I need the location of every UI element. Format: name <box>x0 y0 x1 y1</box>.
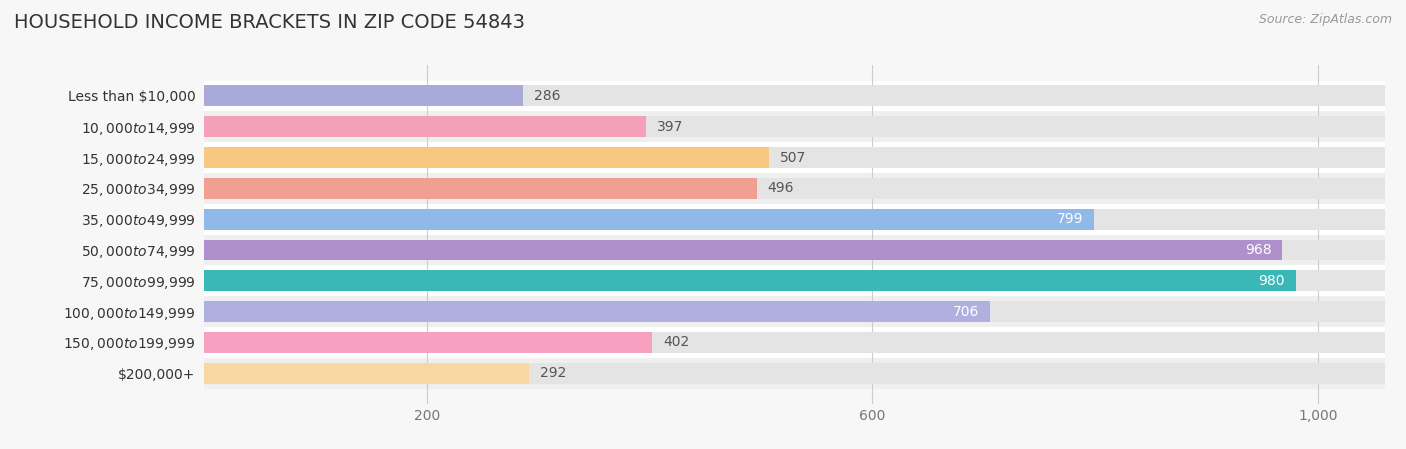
Bar <box>204 147 1385 168</box>
Bar <box>204 239 1282 260</box>
Text: HOUSEHOLD INCOME BRACKETS IN ZIP CODE 54843: HOUSEHOLD INCOME BRACKETS IN ZIP CODE 54… <box>14 13 524 32</box>
Text: 980: 980 <box>1258 274 1285 288</box>
Bar <box>204 265 1385 296</box>
Bar <box>204 363 1385 384</box>
Bar <box>204 85 1385 106</box>
Bar <box>204 327 1385 358</box>
Text: 292: 292 <box>540 366 567 380</box>
Bar <box>204 209 1385 230</box>
Text: 968: 968 <box>1244 243 1271 257</box>
Bar <box>204 270 1385 291</box>
Bar <box>204 178 756 199</box>
Text: 706: 706 <box>953 305 980 319</box>
Bar <box>204 116 1385 137</box>
Bar <box>204 332 1385 353</box>
Text: 799: 799 <box>1056 212 1083 226</box>
Bar <box>204 239 1385 260</box>
Bar <box>204 142 1385 173</box>
Bar <box>204 363 529 384</box>
Bar <box>204 116 647 137</box>
Bar <box>204 270 1296 291</box>
Bar <box>204 301 990 322</box>
Text: 397: 397 <box>658 120 683 134</box>
Text: 496: 496 <box>768 181 794 195</box>
Text: Source: ZipAtlas.com: Source: ZipAtlas.com <box>1258 13 1392 26</box>
Bar <box>204 147 769 168</box>
Bar <box>204 296 1385 327</box>
Text: 507: 507 <box>780 150 806 164</box>
Bar <box>204 204 1385 235</box>
Bar <box>204 332 652 353</box>
Bar <box>204 178 1385 199</box>
Bar <box>204 85 523 106</box>
Text: 402: 402 <box>662 335 689 349</box>
Bar <box>204 80 1385 111</box>
Text: 286: 286 <box>534 89 560 103</box>
Bar <box>204 173 1385 204</box>
Bar <box>204 209 1094 230</box>
Bar <box>204 111 1385 142</box>
Bar <box>204 235 1385 265</box>
Bar <box>204 301 1385 322</box>
Bar <box>204 358 1385 389</box>
